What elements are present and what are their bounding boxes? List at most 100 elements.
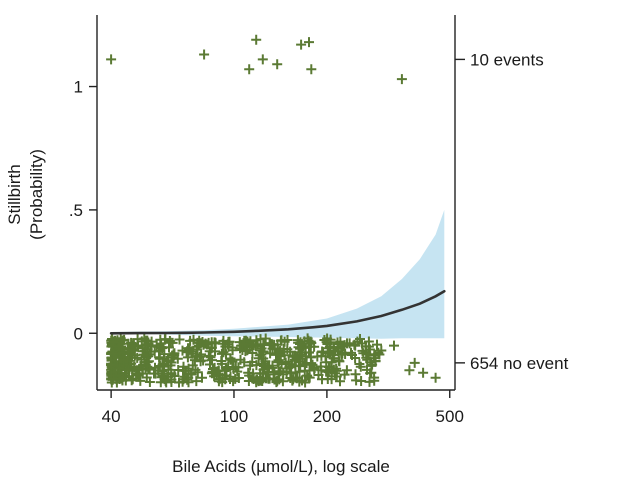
no-event-point: [355, 361, 366, 372]
no-event-point: [156, 372, 167, 383]
no-event-point: [262, 361, 273, 372]
no-event-point: [184, 343, 195, 354]
no-event-point: [282, 344, 293, 355]
no-event-point: [389, 340, 399, 351]
no-event-point: [321, 357, 332, 368]
no-event-point: [271, 349, 282, 360]
no-event-point: [151, 340, 162, 351]
no-event-point: [305, 341, 316, 352]
labels-layer: 0 .5 1 40 100 200 500 10 events 654 no event Bile…: [5, 50, 569, 476]
x-tick-label: 100: [220, 407, 248, 426]
no-event-point: [281, 363, 292, 374]
no-event-point: [265, 348, 276, 359]
y-axis-title-line1: Stillbirth: [5, 164, 24, 224]
no-event-point: [213, 376, 224, 387]
no-event-point: [280, 357, 291, 368]
event-point: [251, 34, 262, 45]
event-point: [244, 64, 255, 75]
no-event-point: [409, 357, 420, 368]
no-event-point: [335, 376, 345, 387]
no-event-point: [332, 343, 343, 354]
no-event-point: [117, 375, 128, 386]
points-layer: [106, 34, 441, 388]
no-event-point: [302, 370, 313, 381]
no-event-point: [190, 364, 201, 375]
no-event-point: [198, 355, 209, 366]
no-event-point: [161, 356, 172, 366]
no-event-point: [254, 375, 265, 386]
fitted-curve: [109, 290, 446, 335]
no-event-point: [242, 344, 253, 355]
no-event-point: [114, 363, 125, 374]
no-event-point: [186, 348, 197, 359]
no-event-point: [278, 369, 289, 380]
no-event-point: [321, 366, 332, 377]
no-event-point: [294, 376, 305, 387]
ci-band: [111, 209, 445, 339]
event-point: [257, 54, 268, 65]
no-event-point: [135, 375, 146, 386]
no-event-point: [145, 346, 156, 357]
curve-layer: [109, 290, 446, 335]
no-event-point: [372, 339, 382, 350]
no-event-point: [303, 335, 314, 346]
right-axis-label: 654 no event: [470, 354, 569, 373]
no-event-point: [138, 349, 149, 360]
no-event-point: [178, 361, 189, 372]
no-event-point: [304, 347, 314, 358]
no-event-point: [174, 334, 185, 345]
no-event-point: [333, 355, 344, 366]
y-tick-label: 0: [74, 324, 83, 343]
no-event-point: [206, 343, 217, 354]
no-event-point: [244, 370, 255, 381]
no-event-point: [228, 364, 239, 375]
no-event-point: [271, 376, 282, 387]
no-event-point: [272, 343, 283, 354]
no-event-point: [324, 341, 335, 352]
no-event-point: [369, 350, 380, 361]
no-event-point: [322, 343, 333, 354]
no-event-point: [123, 364, 134, 375]
no-event-point: [292, 335, 303, 346]
no-event-point: [123, 338, 134, 349]
y-axis-title-line2: (Probability): [27, 149, 46, 240]
no-event-point: [169, 350, 180, 361]
event-point: [272, 59, 283, 70]
no-event-point: [118, 355, 129, 365]
no-event-point: [357, 338, 367, 349]
no-event-point: [307, 359, 318, 370]
no-event-point: [404, 365, 415, 376]
no-event-point: [227, 356, 238, 367]
event-point: [106, 54, 117, 65]
no-event-point: [312, 351, 323, 362]
no-event-point: [292, 353, 302, 364]
no-event-point: [319, 335, 330, 345]
no-event-point: [247, 339, 257, 350]
no-event-point: [430, 372, 441, 383]
no-event-point: [352, 336, 363, 347]
no-event-point: [129, 344, 139, 355]
no-event-point: [255, 334, 266, 345]
event-point: [199, 49, 210, 60]
no-event-point: [238, 338, 249, 349]
no-event-point: [273, 356, 284, 367]
no-event-point: [179, 371, 190, 382]
x-tick-label: 40: [102, 407, 121, 426]
no-event-point: [108, 348, 119, 359]
ci-band-layer: [111, 209, 445, 339]
no-event-point: [309, 364, 320, 375]
no-event-point: [217, 338, 228, 349]
no-event-point: [240, 346, 251, 357]
no-event-point: [167, 337, 178, 348]
no-event-point: [141, 372, 152, 383]
no-event-point: [144, 364, 155, 375]
no-event-point: [346, 347, 356, 358]
x-tick-label: 500: [436, 407, 464, 426]
no-event-point: [173, 365, 184, 375]
no-event-point: [209, 337, 220, 348]
x-tick-label: 200: [313, 407, 341, 426]
x-axis-title: Bile Acids (µmol/L), log scale: [172, 457, 390, 476]
axes-layer: [89, 15, 465, 398]
no-event-point: [107, 346, 118, 357]
